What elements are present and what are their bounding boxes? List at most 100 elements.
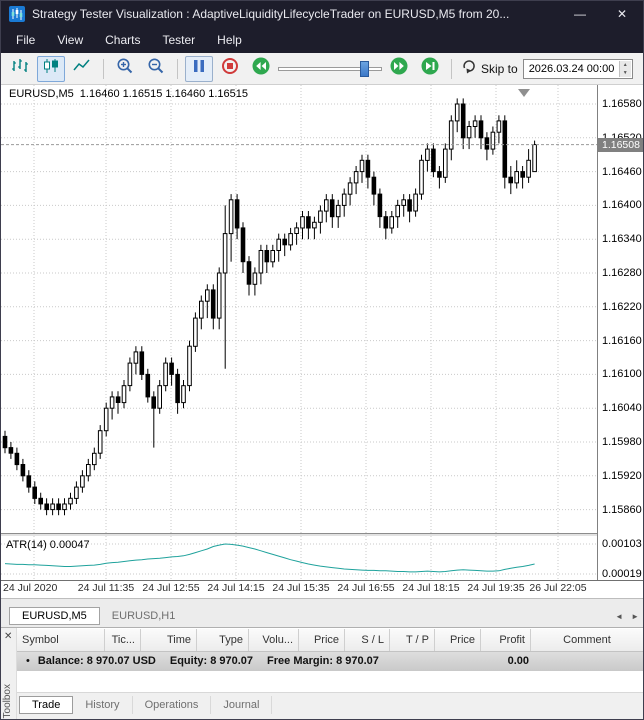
speed-slider[interactable] (278, 60, 382, 78)
toolbar-separator (103, 58, 104, 79)
balance-row[interactable]: • Balance: 8 970.07 USD Equity: 8 970.07 Fr… (17, 652, 643, 671)
menu-charts[interactable]: Charts (105, 33, 141, 47)
time-axis[interactable]: 24 Jul 2020 24 Jul 11:35 24 Jul 12:55 24 Ju… (1, 582, 643, 598)
time-axis-label: 24 Jul 16:55 (337, 582, 395, 594)
profit-value: 0.00 (507, 655, 529, 667)
column-header-price[interactable]: Price (435, 629, 481, 651)
fast-forward-icon (389, 56, 409, 81)
zoom-out-icon (147, 57, 165, 80)
window-title: Strategy Tester Visualization : Adaptive… (32, 7, 510, 21)
toolbox-side-strip: ✕ Toolbox (1, 628, 17, 719)
column-header-sl[interactable]: S / L (345, 629, 390, 651)
toolbox-tab-journal[interactable]: Journal (211, 696, 273, 714)
atr-axis-label: 0.00103 (602, 538, 642, 550)
titlebar: Strategy Tester Visualization : Adaptive… (1, 1, 643, 27)
atr-indicator-label: ATR(14) 0.00047 (6, 539, 90, 551)
time-axis-label: 24 Jul 14:15 (207, 582, 265, 594)
tab-scroll-right-icon[interactable]: ► (631, 612, 639, 621)
chart-ohlc-readout: EURUSD,M5 1.16460 1.16515 1.16460 1.16515 (9, 88, 254, 100)
time-axis-line (1, 580, 643, 581)
time-axis-label: 24 Jul 11:35 (77, 582, 135, 594)
balance-value: Balance: 8 970.07 USD (37, 655, 156, 667)
price-chart[interactable] (1, 85, 597, 533)
minimize-button[interactable]: — (574, 7, 586, 21)
toolbox-close-button[interactable]: ✕ (4, 631, 13, 642)
tab-scroll-left-icon[interactable]: ◄ (615, 612, 624, 621)
bid-price-badge: 1.16508 (598, 138, 643, 152)
end-marker-icon (518, 89, 530, 97)
toolbox-tab-operations[interactable]: Operations (133, 696, 212, 714)
speed-slider-track[interactable] (278, 66, 382, 71)
toolbox-side-label: Toolbox (2, 683, 13, 718)
menu-view[interactable]: View (57, 33, 84, 47)
column-header-profit[interactable]: Profit (481, 629, 531, 651)
column-header-comment[interactable]: Comment (531, 629, 643, 651)
chart-line-button[interactable] (68, 56, 96, 82)
chart-tab-bar: EURUSD,M5 EURUSD,H1 ◄ ► (1, 598, 643, 627)
toolbar-separator (177, 58, 178, 79)
stop-icon (221, 57, 239, 80)
column-header-type[interactable]: Type (197, 629, 249, 651)
skip-to-icon (461, 58, 477, 79)
zoom-out-button[interactable] (142, 56, 170, 82)
time-axis-label: 24 Jul 2020 (3, 582, 58, 594)
stop-button[interactable] (216, 56, 244, 82)
skip-to-button[interactable]: Skip to (459, 58, 520, 79)
zoom-in-button[interactable] (111, 56, 139, 82)
speed-slider-handle[interactable] (360, 60, 369, 77)
chart-tab-eurusd-m5[interactable]: EURUSD,M5 (9, 607, 100, 625)
column-header-tp[interactable]: T / P (390, 629, 435, 651)
rewind-icon (251, 56, 271, 81)
menu-help[interactable]: Help (217, 33, 242, 47)
time-axis-label: 24 Jul 19:35 (467, 582, 525, 594)
price-scale[interactable]: 1.165801.165201.164601.164001.163401.162… (597, 85, 643, 580)
balance-bullet: • (26, 655, 30, 667)
datetime-value: 2026.03.24 00:00 (528, 62, 615, 75)
column-header-volu[interactable]: Volu... (249, 629, 299, 651)
pane-splitter[interactable] (1, 533, 643, 536)
price-axis-label: 1.16280 (602, 267, 642, 279)
rewind-button[interactable] (247, 56, 275, 82)
toolbox-tab-history[interactable]: History (73, 696, 133, 714)
price-axis-label: 1.16580 (602, 98, 642, 110)
toolbox-tab-trade[interactable]: Trade (19, 696, 74, 714)
menu-file[interactable]: File (16, 33, 36, 47)
menubar: File View Charts Tester Help (1, 27, 643, 53)
column-header-symbol[interactable]: Symbol (17, 629, 105, 651)
price-axis-label: 1.16160 (602, 334, 642, 347)
toolbox-panel: ✕ Toolbox Symbol Tic... Time Type Volu... Pri… (1, 627, 643, 719)
fast-forward-button[interactable] (385, 56, 413, 82)
equity-value: Equity: 8 970.07 (169, 655, 254, 667)
app-icon (9, 6, 25, 22)
atr-indicator-pane[interactable] (1, 536, 597, 580)
pause-button[interactable] (185, 55, 213, 82)
time-axis-label: 24 Jul 18:15 (402, 582, 460, 594)
price-axis-label: 1.15920 (602, 469, 642, 482)
column-header-time[interactable]: Time (141, 629, 197, 651)
zoom-in-icon (116, 57, 134, 80)
close-button[interactable]: ✕ (616, 7, 628, 21)
chart-candles-button[interactable] (37, 55, 65, 82)
chart-tab-eurusd-h1[interactable]: EURUSD,H1 (111, 610, 176, 622)
atr-axis-label: 0.00019 (602, 568, 642, 580)
toolbar: Skip to 2026.03.24 00:00 ▲ ▼ (1, 53, 643, 85)
line-chart-icon (73, 58, 91, 79)
price-axis-label: 1.16460 (602, 165, 642, 178)
datetime-spinner[interactable]: ▲ ▼ (618, 60, 631, 77)
chart-symbol-period: EURUSD,M5 (9, 88, 74, 100)
bar-chart-icon (11, 58, 29, 79)
chart-ohlc-values: 1.16460 1.16515 1.16460 1.16515 (79, 88, 249, 100)
price-axis-label: 1.16100 (602, 368, 642, 381)
menu-tester[interactable]: Tester (162, 33, 196, 47)
chart-region: EURUSD,M5 1.16460 1.16515 1.16460 1.16515… (1, 85, 643, 599)
skip-to-end-button[interactable] (416, 56, 444, 82)
skip-to-datetime-field[interactable]: 2026.03.24 00:00 ▲ ▼ (522, 58, 633, 79)
candlestick-icon (42, 58, 60, 79)
column-header-tic[interactable]: Tic... (105, 629, 141, 651)
skip-to-end-icon (420, 56, 440, 81)
free-margin-value: Free Margin: 8 970.07 (267, 655, 379, 667)
column-header-price[interactable]: Price (299, 629, 345, 651)
chart-bars-button[interactable] (6, 56, 34, 82)
time-axis-label: 26 Jul 22:05 (529, 582, 587, 594)
